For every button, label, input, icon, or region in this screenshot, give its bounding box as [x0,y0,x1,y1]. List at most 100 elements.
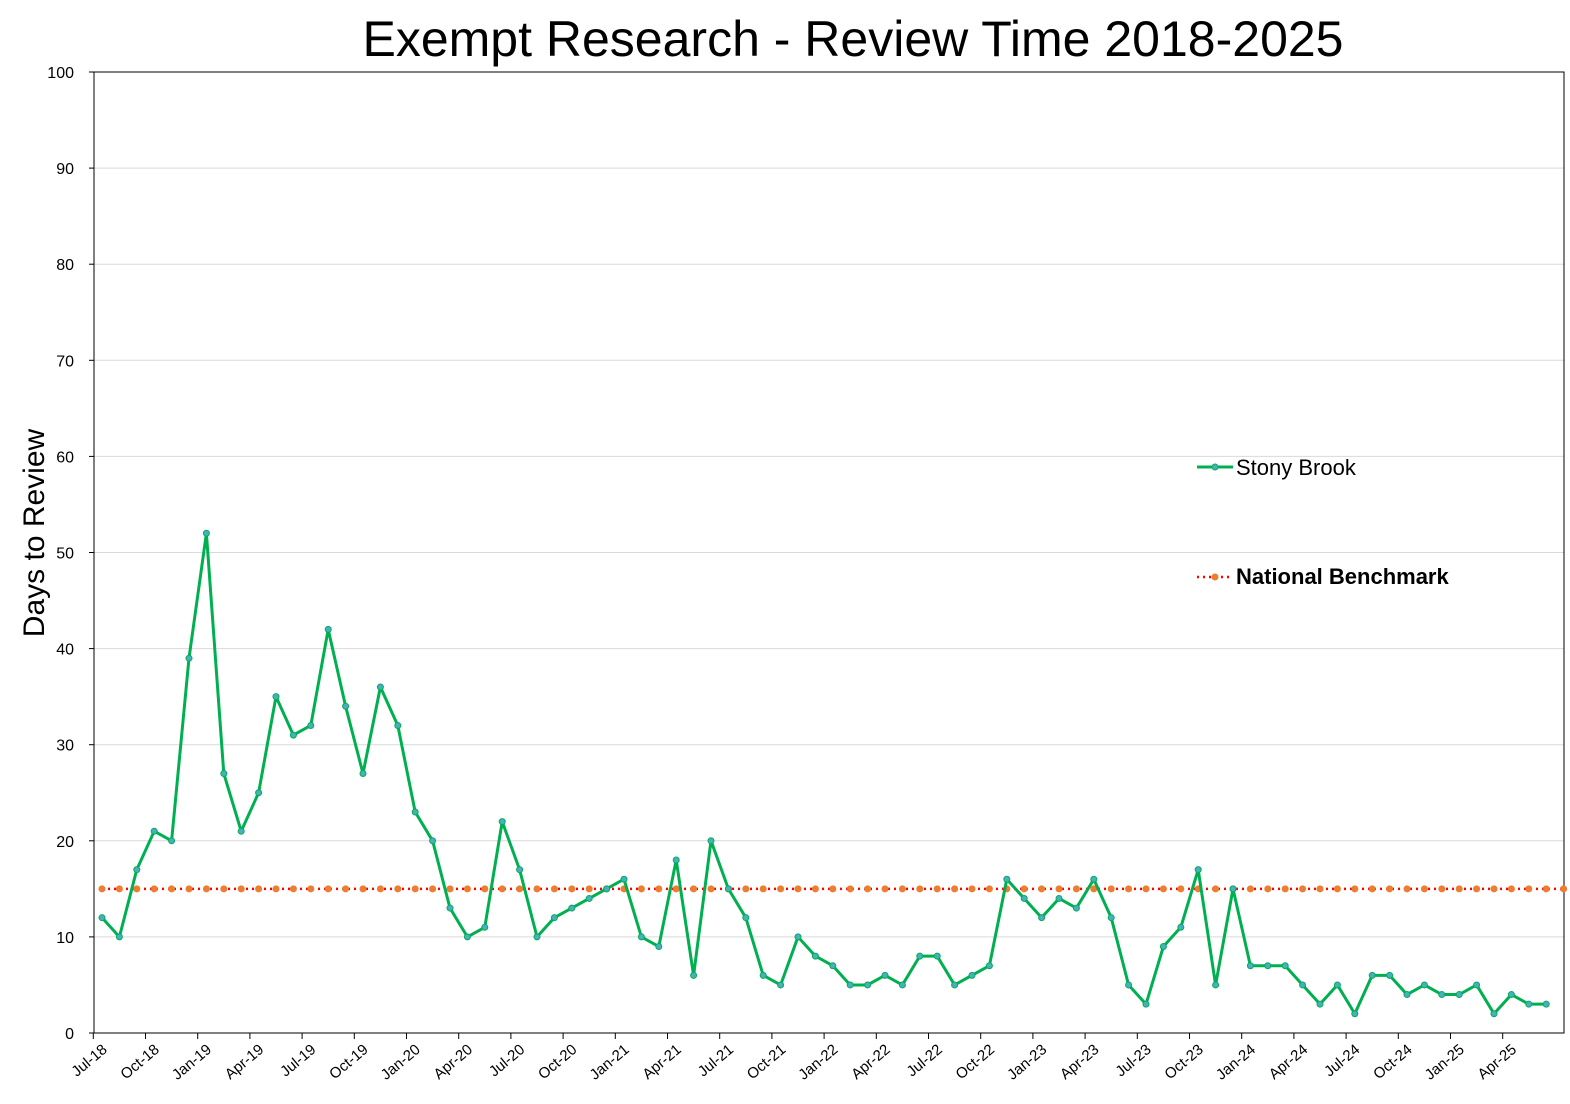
stony-brook-point [498,818,506,826]
benchmark-point [1507,885,1515,893]
benchmark-point [463,885,471,893]
benchmark-point [533,885,541,893]
stony-brook-point [1507,991,1515,999]
stony-brook-point [533,933,541,941]
stony-brook-point [98,914,106,922]
y-tick-label: 90 [56,161,74,178]
stony-brook-point [1003,875,1011,883]
stony-brook-point [672,856,680,864]
benchmark-point [1560,885,1568,893]
benchmark-point [550,885,558,893]
benchmark-point [1299,885,1307,893]
x-tick-label: Jul-18 [68,1041,110,1080]
benchmark-point [1212,885,1220,893]
benchmark-point [429,885,437,893]
benchmark-point [1264,885,1272,893]
stony-brook-point [429,837,437,845]
stony-brook-point [133,866,141,874]
stony-brook-point [1316,1000,1324,1008]
stony-brook-point [411,808,419,816]
y-tick-label: 50 [56,546,74,563]
stony-brook-point [237,827,245,835]
gridlines [94,167,1564,938]
stony-brook-point [829,962,837,970]
benchmark-point [1090,885,1098,893]
stony-brook-point [759,971,767,979]
benchmark-point [1403,885,1411,893]
benchmark-point [272,885,280,893]
benchmark-point [1473,885,1481,893]
stony-brook-point [150,827,158,835]
x-tick-label: Oct-20 [535,1041,580,1083]
stony-brook-point [568,904,576,912]
stony-brook-point [1490,1010,1498,1018]
benchmark-point [1055,885,1063,893]
benchmark-point [968,885,976,893]
benchmark-point [481,885,489,893]
stony-brook-point [1055,894,1063,902]
x-tick-label: Oct-18 [117,1041,162,1083]
benchmark-point [881,885,889,893]
y-tick-label: 40 [56,642,74,659]
benchmark-point [585,885,593,893]
benchmark-point [237,885,245,893]
stony-brook-point [185,654,193,662]
stony-brook-point [1125,981,1133,989]
x-tick-label: Jan-20 [378,1041,424,1084]
benchmark-point [1420,885,1428,893]
stony-brook-point [1212,981,1220,989]
benchmark-point [637,885,645,893]
stony-brook-point [1542,1000,1550,1008]
x-tick-label: Jan-24 [1213,1041,1259,1084]
stony-brook-point [1177,923,1185,931]
legend-label-stony-brook: Stony Brook [1236,455,1357,480]
stony-brook-point [255,789,263,797]
stony-brook-point [864,981,872,989]
x-tick-label: Jan-21 [587,1041,633,1084]
benchmark-point [898,885,906,893]
stony-brook-point [1020,894,1028,902]
benchmark-point [220,885,228,893]
x-tick-label: Jul-21 [695,1041,737,1080]
benchmark-point [376,885,384,893]
benchmark-point [289,885,297,893]
benchmark-point [951,885,959,893]
y-tick-label: 30 [56,738,74,755]
x-tick-label: Apr-20 [431,1041,476,1083]
y-tick-label: 10 [56,930,74,947]
benchmark-point [342,885,350,893]
x-tick-label: Jan-19 [169,1041,215,1084]
benchmark-point [1159,885,1167,893]
chart-title: Exempt Research - Review Time 2018-2025 [362,11,1343,67]
benchmark-point [846,885,854,893]
stony-brook-point [202,529,210,537]
stony-brook-point [742,914,750,922]
y-tick-label: 70 [56,353,74,370]
x-tick-label: Jan-23 [1004,1041,1050,1084]
stony-brook-point [481,923,489,931]
benchmark-point [759,885,767,893]
x-tick-label: Jul-24 [1321,1041,1363,1080]
stony-brook-point [690,971,698,979]
stony-brook-point [637,933,645,941]
x-tick-label: Apr-22 [848,1041,893,1083]
stony-brook-point [1107,914,1115,922]
stony-brook-point [794,933,802,941]
benchmark-point [324,885,332,893]
benchmark-point [811,885,819,893]
stony-brook-point [1473,981,1481,989]
benchmark-point [742,885,750,893]
benchmark-point [985,885,993,893]
benchmark-point [1386,885,1394,893]
stony-brook-point [1194,866,1202,874]
stony-brook-point [811,952,819,960]
stony-brook-point [1142,1000,1150,1008]
legend: Stony Brook National Benchmark [1197,455,1449,589]
benchmark-point [1455,885,1463,893]
benchmark-point [1525,885,1533,893]
stony-brook-point [968,971,976,979]
stony-brook-point [846,981,854,989]
x-tick-label: Jan-25 [1422,1041,1468,1084]
benchmark-point [1246,885,1254,893]
